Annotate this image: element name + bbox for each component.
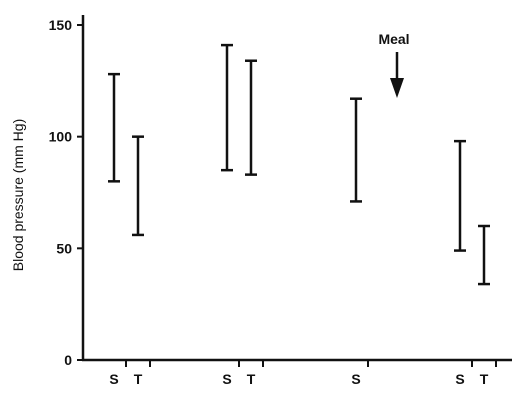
y-tick-label: 150 bbox=[49, 17, 73, 33]
x-tick-label: S bbox=[455, 371, 464, 387]
y-tick-label: 0 bbox=[64, 352, 72, 368]
y-ticks: 0 50 100 150 bbox=[49, 17, 83, 368]
x-tick-label: T bbox=[247, 371, 256, 387]
meal-annotation: Meal bbox=[378, 31, 410, 98]
x-tick-label: S bbox=[222, 371, 231, 387]
x-tick-label: S bbox=[351, 371, 360, 387]
y-axis-label: Blood pressure (mm Hg) bbox=[10, 119, 26, 272]
x-tick-label: T bbox=[134, 371, 143, 387]
y-tick-label: 100 bbox=[49, 129, 73, 145]
y-tick-label: 50 bbox=[56, 240, 72, 256]
meal-arrow-icon bbox=[390, 78, 404, 98]
range-bars bbox=[108, 43, 490, 286]
axes: Blood pressure (mm Hg) bbox=[10, 15, 512, 362]
x-tick-label: S bbox=[109, 371, 118, 387]
x-tick-label: T bbox=[480, 371, 489, 387]
meal-label: Meal bbox=[378, 31, 409, 47]
